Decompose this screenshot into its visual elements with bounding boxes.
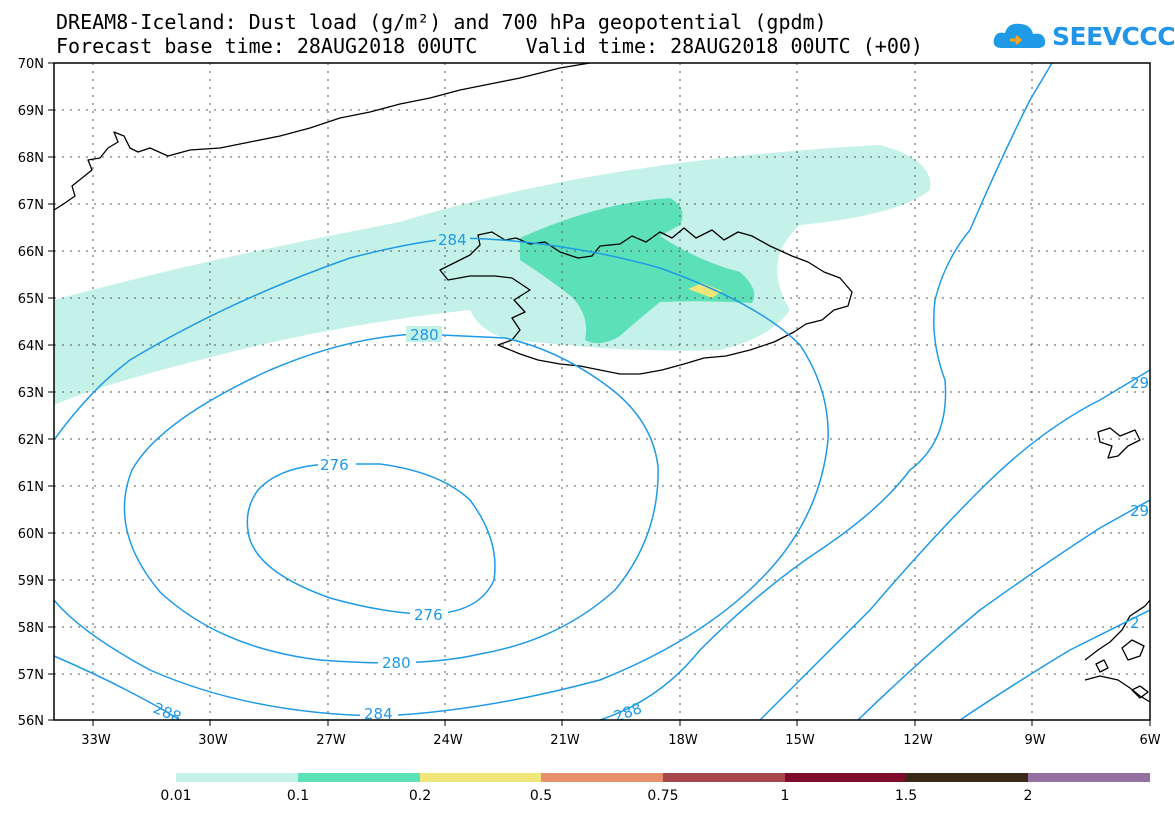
scotland-island	[1121, 639, 1145, 661]
map-frame	[53, 62, 1151, 721]
lon-label: 9W	[1024, 733, 1045, 748]
lat-label: 59N	[18, 574, 44, 589]
lon-label: 33W	[81, 733, 111, 748]
lat-label: 67N	[18, 198, 44, 213]
contour-label: 280	[410, 326, 439, 344]
colorbar-label: 1.5	[895, 788, 917, 804]
scotland-island	[1131, 685, 1149, 699]
contour-284	[54, 237, 829, 717]
map-grid	[54, 63, 1150, 720]
map-title-line2: Forecast base time: 28AUG2018 00UTC Vali…	[56, 34, 923, 58]
lat-label: 57N	[18, 668, 44, 683]
lat-label: 60N	[18, 527, 44, 542]
contour-label: 2	[1130, 614, 1140, 632]
logo-text: SEEVCCC	[1052, 22, 1175, 51]
lon-label: 12W	[903, 733, 933, 748]
axis-ticks	[48, 62, 1151, 726]
faroe-coast	[1097, 427, 1141, 459]
colorbar-swatch	[785, 773, 906, 782]
lon-label: 15W	[785, 733, 815, 748]
colorbar-swatch	[906, 773, 1028, 782]
dust-band-0.1	[520, 198, 755, 344]
colorbar-swatch	[420, 773, 541, 782]
contour-label: 29	[1130, 502, 1149, 520]
colorbar-label: 0.5	[530, 788, 552, 804]
lat-label: 61N	[18, 480, 44, 495]
contour-label: 288	[151, 699, 184, 726]
lat-label: 66N	[18, 245, 44, 260]
colorbar-label: 2	[1024, 788, 1033, 804]
contour-276	[246, 463, 496, 615]
cloud-icon	[993, 23, 1046, 48]
lon-label: 21W	[550, 733, 580, 748]
contour-292	[759, 369, 1150, 720]
contour-label: 280	[382, 654, 411, 672]
contour-label: 29	[1130, 374, 1149, 392]
colorbar-swatch	[298, 773, 420, 782]
colorbar	[176, 773, 1150, 782]
contour-280	[123, 333, 659, 664]
iceland-coast	[439, 227, 853, 375]
contour-300	[959, 609, 1150, 720]
lon-label: 24W	[433, 733, 463, 748]
contour-label: 284	[364, 705, 393, 723]
colorbar-swatch	[663, 773, 785, 782]
scotland-island	[1095, 659, 1109, 673]
colorbar-label: 0.1	[287, 788, 309, 804]
lat-label: 65N	[18, 292, 44, 307]
lat-label: 69N	[18, 104, 44, 119]
colorbar-label: 0.2	[409, 788, 431, 804]
colorbar-swatch	[176, 773, 298, 782]
contour-label: 276	[414, 606, 443, 624]
lon-label: 30W	[198, 733, 228, 748]
colorbar-label: 0.01	[160, 788, 191, 804]
geopotential-contours	[54, 63, 1150, 720]
lat-label: 64N	[18, 339, 44, 354]
contour-label: 284	[438, 231, 467, 249]
map-title-line1: DREAM8-Iceland: Dust load (g/m²) and 700…	[56, 10, 827, 34]
lon-label: 6W	[1139, 733, 1160, 748]
lat-label: 63N	[18, 386, 44, 401]
colorbar-label: 0.75	[647, 788, 678, 804]
colorbar-swatch	[541, 773, 663, 782]
greenland-coast	[54, 63, 591, 211]
coastlines	[54, 63, 1150, 703]
contour-label: 288	[611, 699, 644, 726]
contour-296	[857, 499, 1150, 720]
contour-label: 276	[320, 456, 349, 474]
lat-label: 70N	[18, 57, 44, 72]
lat-label: 56N	[18, 714, 44, 729]
colorbar-swatch	[1028, 773, 1150, 782]
contour-288	[54, 63, 1053, 720]
seevccc-logo: SEEVCCC	[992, 18, 1175, 58]
lat-label: 58N	[18, 621, 44, 636]
lon-label: 18W	[668, 733, 698, 748]
dust-band-0.2	[688, 283, 722, 298]
dust-band-0.01	[54, 145, 931, 405]
lon-label: 27W	[316, 733, 346, 748]
colorbar-label: 1	[781, 788, 790, 804]
lat-label: 62N	[18, 433, 44, 448]
lat-label: 68N	[18, 151, 44, 166]
